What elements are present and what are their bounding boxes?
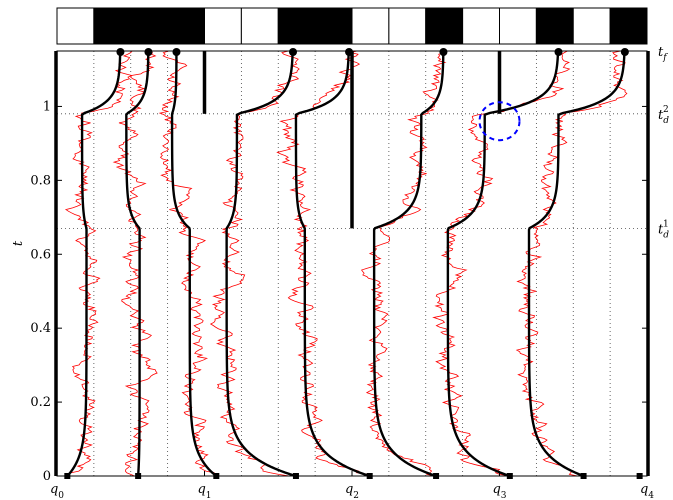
right-annotation: tf: [658, 45, 668, 63]
x-tick-label: q0: [50, 482, 64, 500]
final-marker: [345, 48, 354, 56]
y-tick-label: 0.4: [30, 321, 51, 336]
sample-path: [515, 50, 628, 477]
top-bar-cell: [314, 7, 353, 45]
final-marker: [439, 48, 448, 56]
sample-path: [112, 50, 158, 477]
sample-path: [432, 50, 571, 477]
mean-path: [446, 50, 560, 478]
x-tick-label: q3: [492, 482, 506, 500]
mean-path: [372, 50, 445, 478]
top-bar-cell: [425, 7, 464, 45]
top-bar-pattern: [56, 7, 648, 45]
x-tick-label: q1: [197, 482, 211, 500]
sample-path: [158, 50, 219, 477]
mean-paths: [66, 50, 626, 478]
right-annotation: td2: [658, 105, 669, 126]
final-marker: [116, 48, 125, 56]
final-marker: [172, 48, 181, 56]
top-bar-cell: [56, 7, 95, 45]
sample-path: [276, 50, 369, 477]
final-marker: [144, 48, 153, 56]
top-bar-cell: [167, 7, 205, 45]
mean-path: [527, 50, 626, 478]
mean-path: [125, 50, 150, 477]
y-tick-label: 0.2: [30, 395, 51, 410]
top-bar-cell: [93, 7, 132, 45]
y-axis-label: t: [11, 240, 26, 246]
axis-labels: 0 0.2 0.4 0.6 0.8 1 q0 q1 q2 q3 q4 t tf td2 td1: [11, 45, 669, 500]
top-bar-cell: [388, 7, 427, 45]
sample-path: [64, 50, 133, 477]
y-tick-label: 0: [43, 469, 51, 484]
sample-paths: [64, 50, 628, 477]
axes: [56, 50, 648, 477]
sample-path: [209, 50, 300, 477]
top-bar-cell: [351, 7, 390, 45]
top-bar-cell: [535, 7, 574, 45]
top-bar-cell: [240, 7, 279, 45]
thick-bars: [54, 51, 650, 476]
x-tick-label: q4: [640, 482, 654, 500]
sample-path: [360, 50, 447, 477]
mean-path: [66, 50, 122, 477]
right-annotation: td1: [658, 219, 669, 240]
top-bar-cell: [572, 7, 611, 45]
top-bar-cell: [499, 7, 537, 45]
final-marker: [289, 48, 297, 56]
top-bar-cell: [130, 7, 169, 45]
y-tick-label: 1: [43, 99, 51, 114]
top-bar-cell: [609, 7, 648, 45]
top-bar-cell: [204, 7, 242, 45]
x-tick-label: q2: [345, 482, 359, 500]
top-bar-cell: [277, 7, 316, 45]
highlight-circle: [478, 101, 521, 142]
top-bar-cell: [462, 7, 500, 45]
y-tick-label: 0.8: [30, 173, 51, 188]
mean-path: [294, 50, 371, 478]
final-marker: [620, 48, 629, 56]
grid-lines: [57, 51, 647, 476]
mean-path: [225, 50, 297, 478]
final-marker: [554, 48, 563, 56]
y-tick-label: 0.6: [30, 247, 51, 262]
mean-path: [170, 50, 218, 477]
